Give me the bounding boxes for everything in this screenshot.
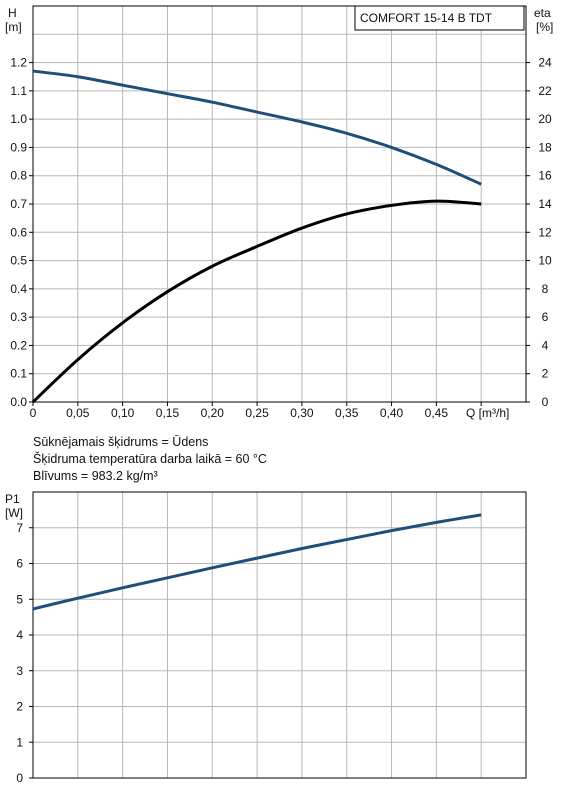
- y-right-tick-label: 2: [542, 367, 549, 381]
- power-y-tick-label: 4: [16, 628, 23, 642]
- y-right-tick-label: 18: [538, 140, 552, 154]
- power-y-tick-label: 6: [16, 557, 23, 571]
- head-axis-label-line1: H: [8, 6, 17, 20]
- y-right-tick-label: 20: [538, 112, 552, 126]
- power-y-tick-label: 0: [16, 771, 23, 785]
- power-axis-label-line1: P1: [5, 492, 20, 506]
- y-left-tick-label: 0.6: [10, 225, 27, 239]
- y-left-tick-label: 1.0: [10, 112, 27, 126]
- top-grid: [32, 5, 527, 403]
- y-right-tick-label: 24: [538, 56, 552, 70]
- y-left-tick-label: 0.5: [10, 254, 27, 268]
- x-tick-label: 0,35: [335, 406, 359, 420]
- y-right-tick-label: 4: [542, 338, 549, 352]
- top-y-ticks-left: 0.0 0.1 0.2 0.3 0.4 0.5 0.6 0.7 0.8 0.9 1.0 1.1 1.2: [10, 56, 33, 409]
- y-right-tick-label: 6: [542, 310, 549, 324]
- x-tick-label: 0: [30, 406, 37, 420]
- head-axis-label-line2: [m]: [5, 20, 22, 34]
- power-y-tick-label: 2: [16, 700, 23, 714]
- top-x-ticks: 0 0,05 0,10 0,15 0,20 0,25 0,30 0,35 0,40 0,45: [30, 402, 482, 420]
- bottom-y-ticks: 0 1 2 3 4 5 6 7: [16, 521, 33, 785]
- flow-axis-label: Q [m³/h]: [466, 406, 509, 420]
- power-curve: [32, 513, 482, 611]
- y-left-tick-label: 0.4: [10, 282, 27, 296]
- x-tick-label: 0,05: [66, 406, 90, 420]
- y-left-tick-label: 0.0: [10, 395, 27, 409]
- y-right-tick-label: 16: [538, 169, 552, 183]
- power-y-tick-label: 1: [16, 735, 23, 749]
- power-y-tick-label: 7: [16, 521, 23, 535]
- bottom-series: [32, 513, 482, 611]
- model-label-box: [354, 5, 525, 31]
- power-y-tick-label: 5: [16, 592, 23, 606]
- x-tick-label: 0,10: [111, 406, 135, 420]
- medium-info: Sūknējamais šķidrums = Ūdens: [33, 435, 209, 449]
- temperature-info: Šķidruma temperatūra darba laikā = 60 °C: [33, 452, 267, 466]
- power-axis-label-line2: [W]: [5, 506, 23, 520]
- density-info: Blīvums = 983.2 kg/m³: [33, 469, 158, 483]
- x-tick-label: 0,30: [290, 406, 314, 420]
- y-right-tick-label: 14: [538, 197, 552, 211]
- y-left-tick-label: 0.7: [10, 197, 27, 211]
- eta-axis-label-line1: eta: [534, 6, 551, 20]
- power-chart: 0 1 2 3 4 5 6 7 P1 [W]: [5, 491, 527, 785]
- y-right-tick-label: 8: [542, 282, 549, 296]
- model-label: COMFORT 15-14 B TDT: [360, 11, 493, 25]
- y-right-tick-label: 0: [542, 395, 549, 409]
- y-right-tick-label: 12: [538, 225, 552, 239]
- bottom-grid: [32, 491, 527, 779]
- y-left-tick-label: 0.9: [10, 140, 27, 154]
- top-series: [31, 69, 482, 404]
- y-right-tick-label: 22: [538, 84, 552, 98]
- x-tick-label: 0,20: [201, 406, 225, 420]
- x-tick-label: 0,40: [380, 406, 404, 420]
- power-y-tick-label: 3: [16, 664, 23, 678]
- efficiency-curve: [31, 199, 482, 404]
- head-curve: [32, 69, 482, 186]
- x-tick-label: 0,45: [425, 406, 449, 420]
- x-tick-label: 0,25: [245, 406, 269, 420]
- y-left-tick-label: 0.1: [10, 367, 27, 381]
- x-tick-label: 0,15: [156, 406, 180, 420]
- eta-axis-label-line2: [%]: [536, 20, 553, 34]
- y-right-tick-label: 10: [538, 254, 552, 268]
- y-left-tick-label: 0.8: [10, 169, 27, 183]
- y-left-tick-label: 0.2: [10, 338, 27, 352]
- y-left-tick-label: 0.3: [10, 310, 27, 324]
- y-left-tick-label: 1.2: [10, 56, 27, 70]
- y-left-tick-label: 1.1: [10, 84, 27, 98]
- head-efficiency-chart: 0 0,05 0,10 0,15 0,20 0,25 0,30 0,35 0,40 0,45 0.…: [5, 5, 553, 420]
